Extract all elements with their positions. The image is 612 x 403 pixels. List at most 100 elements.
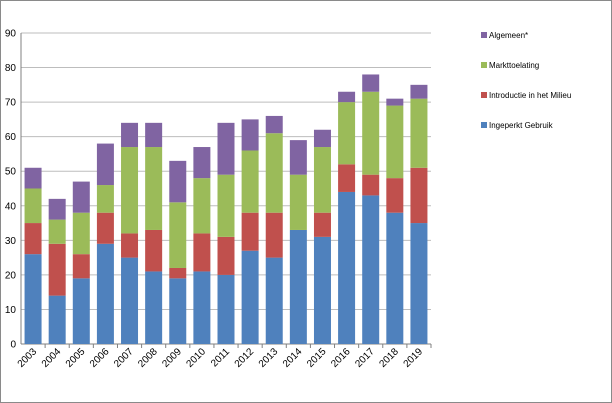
bar-segment	[169, 267, 187, 279]
bar-segment	[386, 105, 404, 179]
x-tick-label: 2011	[209, 346, 232, 369]
y-tick-label: 70	[5, 98, 17, 109]
legend-label: Ingeperkt Gebruik	[489, 121, 554, 130]
y-tick-label: 40	[5, 201, 17, 212]
bar-segment	[72, 278, 90, 344]
x-tick-label: 2007	[112, 346, 136, 370]
x-tick-label: 2016	[329, 346, 353, 370]
bar-segment	[386, 178, 404, 213]
x-tick-label: 2019	[402, 346, 426, 370]
bar-segment	[338, 164, 356, 192]
bar-segment	[265, 133, 283, 213]
bar-segment	[410, 223, 428, 344]
bar-segment	[265, 115, 283, 134]
x-tick-label: 2005	[64, 346, 88, 370]
bar-segment	[145, 122, 163, 148]
bar-segment	[193, 147, 211, 179]
x-tick-label: 2015	[305, 346, 329, 370]
bar-segment	[313, 212, 331, 237]
x-tick-label: 2003	[16, 346, 40, 370]
bar-segment	[289, 174, 307, 230]
bar-segment	[193, 233, 211, 272]
legend-swatch	[481, 62, 487, 68]
bar-segment	[386, 212, 404, 344]
bar-segment	[121, 147, 139, 234]
bar-segment	[241, 250, 259, 344]
bar-segment	[410, 98, 428, 168]
y-tick-label: 30	[5, 236, 17, 247]
bar-segment	[338, 102, 356, 165]
x-tick-label: 2009	[160, 346, 184, 370]
bar-segment	[410, 84, 428, 99]
bar-segment	[24, 167, 42, 189]
bar-segment	[48, 198, 66, 220]
y-tick-label: 10	[5, 305, 17, 316]
x-tick-label: 2008	[136, 346, 160, 370]
legend-label: Introductie in het Milieu	[489, 91, 571, 100]
bar-segment	[313, 147, 331, 213]
bar-segment	[96, 185, 114, 213]
y-tick-label: 60	[5, 132, 17, 143]
bar-segment	[410, 167, 428, 224]
y-tick-label: 80	[5, 63, 17, 74]
bar-segment	[217, 122, 235, 175]
x-tick-label: 2004	[40, 346, 64, 370]
x-tick-label: 2006	[88, 346, 112, 370]
x-tick-label: 2012	[233, 346, 257, 370]
bar-segment	[313, 236, 331, 344]
bar-segment	[121, 257, 139, 344]
x-tick-label: 2014	[281, 346, 305, 370]
bar-segment	[96, 212, 114, 244]
bar-segment	[338, 191, 356, 344]
bar-segment	[241, 150, 259, 213]
bar-segment	[338, 91, 356, 103]
bar-segment	[289, 229, 307, 344]
bar-segment	[217, 274, 235, 344]
bar-segment	[96, 143, 114, 186]
bar-segment	[24, 223, 42, 255]
bar-segment	[145, 147, 163, 230]
y-tick-label: 20	[5, 270, 17, 281]
bar-segment	[145, 271, 163, 344]
bar-segment	[72, 212, 90, 255]
legend-swatch	[481, 32, 487, 38]
bar-segment	[362, 91, 380, 175]
x-tick-label: 2018	[377, 346, 401, 370]
bar-segment	[313, 129, 331, 148]
legend-label: Algemeen*	[489, 31, 528, 40]
x-tick-label: 2013	[257, 346, 281, 370]
bar-segment	[362, 195, 380, 344]
bar-segment	[217, 174, 235, 237]
bar-segment	[386, 98, 404, 106]
bar-segment	[24, 188, 42, 224]
bar-segment	[72, 254, 90, 279]
bar-segment	[169, 160, 187, 203]
bar-segment	[72, 181, 90, 213]
bar-segment	[121, 122, 139, 148]
x-tick-label: 2017	[353, 346, 377, 370]
bar-segment	[217, 236, 235, 275]
bar-segment	[362, 174, 380, 196]
bar-segment	[265, 257, 283, 344]
bar-segment	[169, 278, 187, 344]
bar-segment	[96, 243, 114, 344]
bar-segment	[48, 295, 66, 344]
y-tick-label: 90	[5, 29, 17, 40]
legend-swatch	[481, 122, 487, 128]
bar-segment	[193, 178, 211, 234]
bar-segment	[145, 229, 163, 272]
bar-segment	[48, 219, 66, 244]
y-tick-label: 50	[5, 167, 17, 178]
bar-segment	[48, 243, 66, 296]
legend-swatch	[481, 92, 487, 98]
bar-segment	[289, 140, 307, 175]
bar-segment	[265, 212, 283, 258]
bar-segment	[169, 202, 187, 268]
bar-segment	[121, 233, 139, 258]
legend-label: Markttoelating	[489, 61, 539, 70]
bar-segment	[362, 74, 380, 92]
x-tick-label: 2010	[184, 346, 208, 370]
y-tick-label: 0	[10, 340, 16, 351]
